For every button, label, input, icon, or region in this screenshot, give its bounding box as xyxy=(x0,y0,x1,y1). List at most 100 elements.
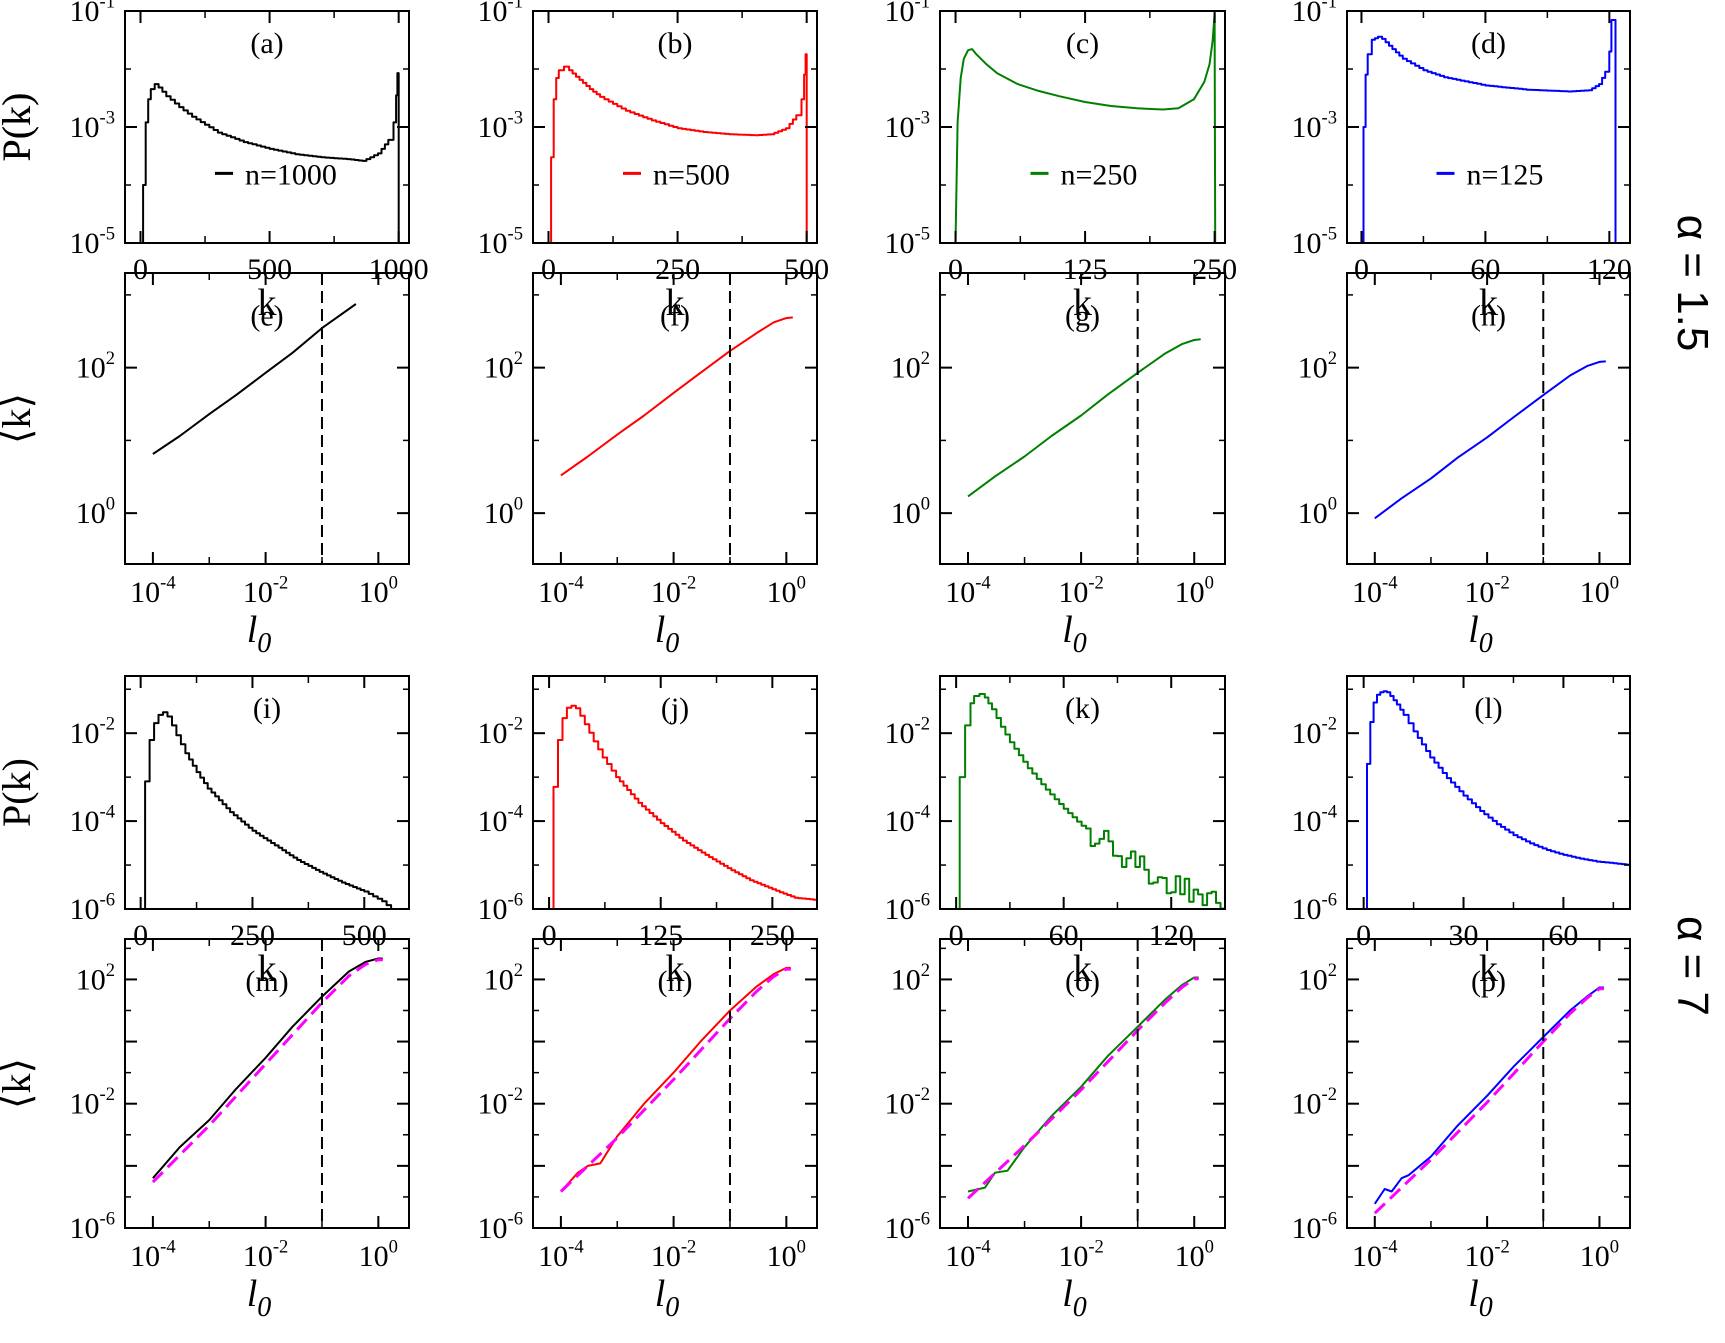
panel-o: 10-6 10-2 102 10-4 10-2 100 (o) l0 xyxy=(885,938,1226,1323)
y-tick-label: 102 xyxy=(76,960,115,997)
y-axis-label: ⟨k⟩ xyxy=(0,1058,39,1109)
panel-p: 10-6 10-2 102 10-4 10-2 100 (p) l0 xyxy=(1292,938,1631,1323)
y-tick-label: 10-5 xyxy=(1292,224,1338,261)
y-tick-label: 102 xyxy=(484,960,523,997)
plot-frame xyxy=(532,272,818,565)
x-tick-label: 10-4 xyxy=(130,1237,176,1274)
y-tick-label: 100 xyxy=(484,494,523,531)
y-tick-label: 10-2 xyxy=(478,1084,524,1121)
series-line-2 xyxy=(1373,987,1604,1215)
panel-label: (k) xyxy=(1065,692,1100,725)
x-tick-label: 500 xyxy=(784,253,829,286)
x-axis-label: l0 xyxy=(1468,609,1493,659)
y-tick-label: 10-6 xyxy=(70,1209,116,1246)
x-tick-label: 500 xyxy=(247,253,292,286)
y-tick-label: 10-6 xyxy=(70,890,116,927)
x-tick-label: 10-4 xyxy=(945,1237,991,1274)
y-tick-label: 100 xyxy=(891,494,930,531)
panel-label: (h) xyxy=(1471,299,1506,332)
panel-h: 100 102 10-4 10-2 100 (h) l0 xyxy=(1298,272,1631,659)
y-axis-label: P(k) xyxy=(0,93,39,162)
panel-label: (c) xyxy=(1066,27,1099,60)
panel-n: 10-6 10-2 102 10-4 10-2 100 (n) l0 xyxy=(478,938,818,1323)
y-axis-label: P(k) xyxy=(0,758,39,827)
legend-label: n=250 xyxy=(1061,158,1138,191)
x-tick-label: 100 xyxy=(767,1237,806,1274)
x-tick-label: 30 xyxy=(1449,919,1479,952)
y-tick-label: 10-6 xyxy=(478,1209,524,1246)
x-axis-label: k xyxy=(1073,948,1092,990)
x-tick-label: 10-4 xyxy=(945,573,991,610)
x-tick-label: 0 xyxy=(133,919,148,952)
x-tick-label: 0 xyxy=(949,919,964,952)
panel-label: (g) xyxy=(1065,299,1100,332)
x-tick-label: 10-4 xyxy=(538,1237,584,1274)
y-tick-label: 10-2 xyxy=(70,714,116,751)
series-line-1 xyxy=(967,338,1201,498)
series-line-1 xyxy=(967,976,1199,1193)
series-line-1 xyxy=(560,316,793,477)
series-line-1 xyxy=(1363,690,1631,910)
y-tick-label: 10-4 xyxy=(70,802,116,839)
x-tick-label: 60 xyxy=(1548,919,1578,952)
x-tick-label: 250 xyxy=(750,919,795,952)
x-tick-label: 10-2 xyxy=(243,573,289,610)
series-line-1 xyxy=(548,53,808,244)
panel-f: 100 102 10-4 10-2 100 (f) l0 xyxy=(484,272,818,659)
panel-b: 10-5 10-3 10-1 0 250 500 (b) n=500 k P(k) xyxy=(0,0,829,324)
series-line-1 xyxy=(152,957,383,1179)
panel-label: (b) xyxy=(658,27,693,60)
series-line-1 xyxy=(140,711,393,910)
y-axis-label: P(k) xyxy=(0,93,39,162)
panel-label: (d) xyxy=(1471,27,1506,60)
panel-label: (j) xyxy=(661,692,689,725)
x-axis-label: k xyxy=(666,948,685,990)
series-line-1 xyxy=(140,72,400,244)
x-axis-label: l0 xyxy=(247,609,272,659)
x-tick-label: 0 xyxy=(1354,253,1369,286)
x-tick-label: 0 xyxy=(542,919,557,952)
x-tick-label: 250 xyxy=(1192,253,1237,286)
legend-label: n=500 xyxy=(653,158,730,191)
x-tick-label: 10-2 xyxy=(1058,573,1104,610)
y-tick-label: 10-3 xyxy=(478,108,524,145)
series-line-2 xyxy=(559,967,791,1193)
plot-frame xyxy=(1346,938,1631,1229)
panel-d: 10-5 10-3 10-1 0 60 120 (d) n=125 k xyxy=(1292,0,1632,324)
panel-label: (o) xyxy=(1065,965,1100,998)
series-line-1 xyxy=(1373,986,1604,1205)
x-axis-label: k xyxy=(1073,282,1092,324)
x-tick-label: 100 xyxy=(1580,1237,1619,1274)
plot-frame xyxy=(124,938,410,1229)
x-tick-label: 100 xyxy=(1175,573,1214,610)
legend-label: n=125 xyxy=(1467,158,1544,191)
y-tick-label: 10-1 xyxy=(885,0,931,28)
y-axis-label: ⟨k⟩ xyxy=(0,393,39,444)
x-axis-label: l0 xyxy=(1062,1273,1087,1323)
series-line-1 xyxy=(1361,19,1617,244)
x-tick-label: 0 xyxy=(133,253,148,286)
panel-label: (m) xyxy=(245,965,288,998)
panel-g: 100 102 10-4 10-2 100 (g) l0 xyxy=(891,272,1226,659)
plot-frame xyxy=(1346,272,1631,565)
y-tick-label: 10-1 xyxy=(478,0,524,28)
plot-frame xyxy=(124,272,410,565)
panel-label: (f) xyxy=(660,299,690,332)
x-tick-label: 10-2 xyxy=(1058,1237,1104,1274)
panel-c: 10-5 10-3 10-1 0 125 250 (c) n=250 k xyxy=(885,0,1238,324)
y-tick-label: 10-5 xyxy=(70,224,116,261)
row-label-alpha-1-5: α = 1.5 xyxy=(1668,215,1717,352)
y-tick-label: 102 xyxy=(1298,960,1337,997)
y-tick-label: 102 xyxy=(891,348,930,385)
x-axis-label: l0 xyxy=(655,1273,680,1323)
y-tick-label: 10-4 xyxy=(478,802,524,839)
plot-frame xyxy=(532,675,818,910)
x-tick-label: 120 xyxy=(1587,253,1632,286)
y-tick-label: 10-2 xyxy=(885,714,931,751)
panel-label: (l) xyxy=(1474,692,1502,725)
y-tick-label: 10-2 xyxy=(885,1084,931,1121)
row-label-alpha-7: α = 7 xyxy=(1668,916,1717,1016)
x-tick-label: 10-2 xyxy=(651,1237,697,1274)
